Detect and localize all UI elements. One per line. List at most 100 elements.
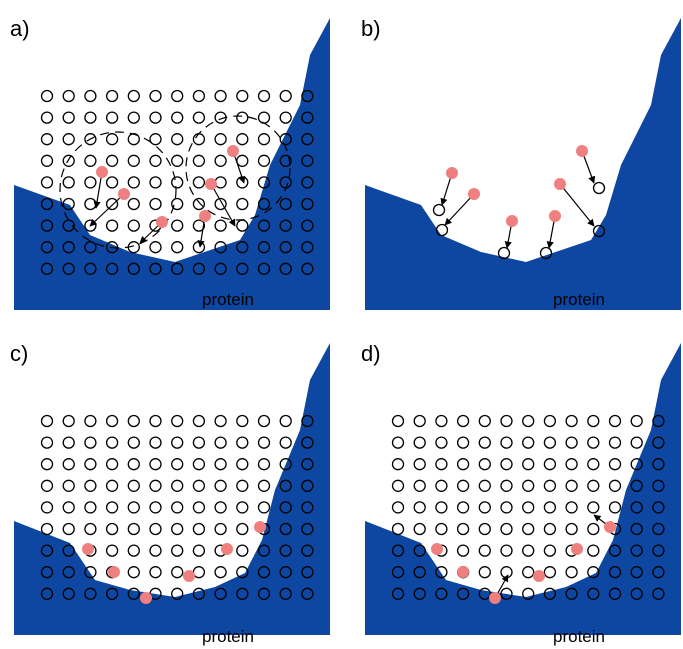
grid-point [215,220,226,231]
grid-point [523,567,534,578]
grid-point [42,134,53,145]
grid-point [434,205,445,216]
grid-point [42,437,53,448]
grid-point [193,524,204,535]
grid-point [107,502,118,513]
grid-point [85,437,96,448]
arrow [445,194,474,225]
grid-point [42,91,53,102]
grid-point [237,112,248,123]
grid-point [501,437,512,448]
grid-point [128,545,139,556]
grid-point [107,220,118,231]
protein-surface [365,18,681,310]
grid-point [393,480,404,491]
grid-point [150,480,161,491]
grid-point [237,459,248,470]
grid-point [588,524,599,535]
grid-point [107,437,118,448]
grid-point [588,502,599,513]
grid-point [172,502,183,513]
grid-point [237,437,248,448]
grid-point [150,91,161,102]
grid-point [501,567,512,578]
probe [554,178,566,190]
grid-point [523,480,534,491]
grid-point [85,199,96,210]
probe [254,521,266,533]
grid-point [393,502,404,513]
probe [221,543,233,555]
grid-point [193,459,204,470]
grid-point [237,91,248,102]
grid-point [172,242,183,253]
probe [549,210,561,222]
grid-point [610,416,621,427]
grid-point [63,112,74,123]
grid-point [193,567,204,578]
grid-point [280,91,291,102]
panel-label: b) [361,16,381,41]
grid-point [128,112,139,123]
grid-point [237,155,248,166]
grid-point [566,459,577,470]
grid-point [107,524,118,535]
grid-point [237,199,248,210]
grid-point [280,112,291,123]
panel: b)protein [361,16,681,310]
grid-point [215,480,226,491]
grid-point [172,91,183,102]
grid-point [566,416,577,427]
grid-point [150,177,161,188]
probe [205,178,217,190]
grid-point [280,416,291,427]
grid-point [63,416,74,427]
grid-point [63,134,74,145]
grid-point [631,416,642,427]
grid-point [259,134,270,145]
grid-point [128,155,139,166]
probe [576,145,588,157]
grid-point [172,416,183,427]
probe [446,167,458,179]
grid-point [566,567,577,578]
grid-point [566,437,577,448]
probe [604,521,616,533]
grid-point [128,416,139,427]
grid-point [128,502,139,513]
grid-point [150,199,161,210]
grid-point [566,524,577,535]
grid-point [414,480,425,491]
grid-point [544,524,555,535]
grid-point [215,91,226,102]
grid-point [193,242,204,253]
grid-point [479,416,490,427]
grid-point [128,480,139,491]
grid-point [172,112,183,123]
probe [82,543,94,555]
grid-point [259,112,270,123]
probe [199,210,211,222]
probe [108,566,120,578]
grid-point [479,480,490,491]
grid-point [85,524,96,535]
grid-point [42,502,53,513]
grid-point [523,502,534,513]
panel: a)protein [10,16,330,310]
probe [571,543,583,555]
grid-point [588,416,599,427]
panel-label: c) [10,341,28,366]
grid-point [172,524,183,535]
grid-point [107,112,118,123]
grid-point [501,545,512,556]
grid-point [193,199,204,210]
grid-point [215,502,226,513]
grid-point [259,480,270,491]
panel-label: d) [361,341,381,366]
grid-point [610,437,621,448]
grid-point [85,155,96,166]
grid-point [544,545,555,556]
probe [457,566,469,578]
grid-point [150,524,161,535]
grid-point [193,437,204,448]
